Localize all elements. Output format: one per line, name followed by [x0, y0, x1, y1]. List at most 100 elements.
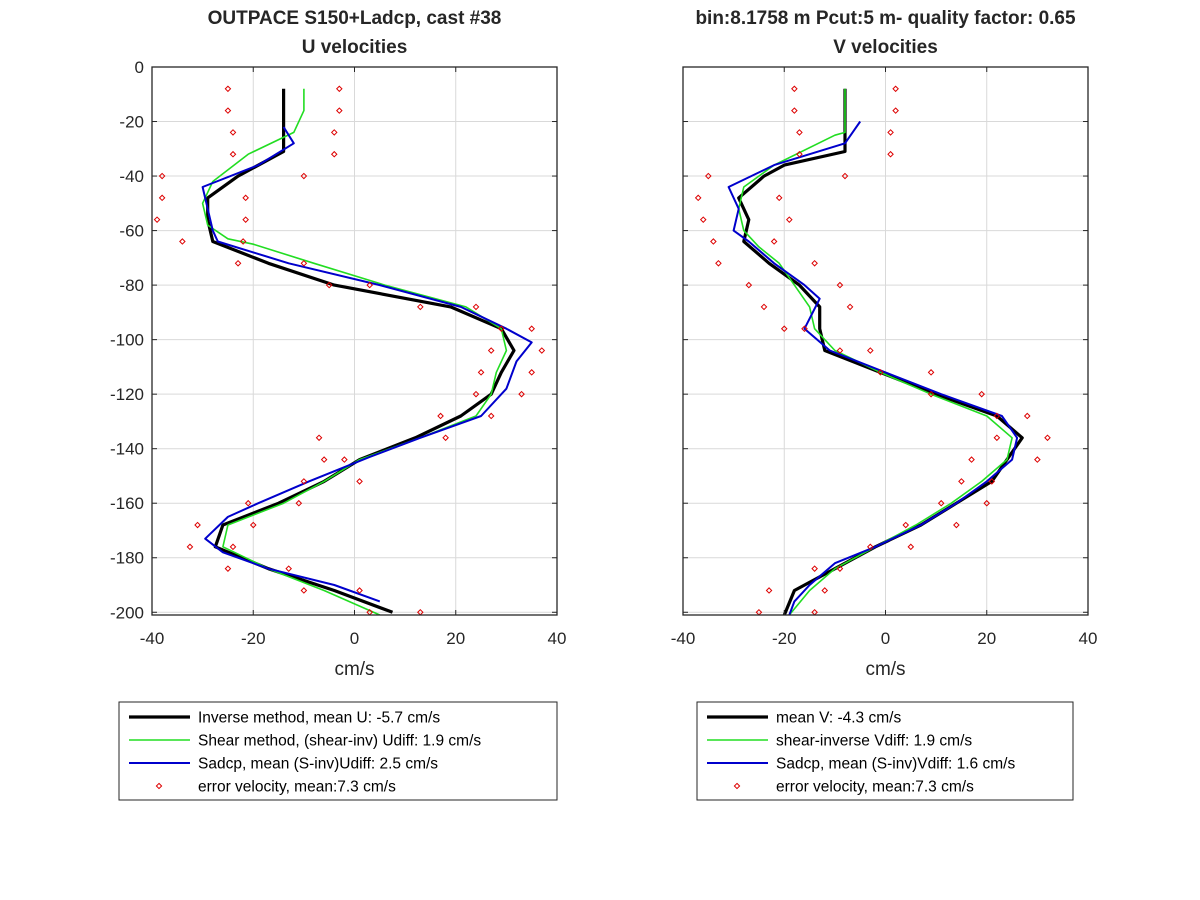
- error-velocity-marker: [179, 238, 186, 245]
- chart-subtitle: U velocities: [302, 37, 408, 58]
- error-velocity-marker: [341, 456, 348, 463]
- legend-entry-label: Inverse method, mean U: -5.7 cm/s: [198, 710, 440, 727]
- error-velocity-marker: [224, 85, 232, 93]
- error-velocity-marker: [887, 150, 894, 158]
- x-tick-label: 40: [548, 629, 567, 648]
- error-velocity-marker: [472, 390, 480, 398]
- error-velocity-marker: [978, 390, 985, 398]
- error-velocity-marker: [791, 85, 798, 93]
- series-line-2: [737, 88, 1013, 615]
- y-tick-label: -160: [110, 494, 144, 513]
- x-tick-label: -40: [671, 629, 696, 648]
- legend-swatch-marker: [733, 782, 741, 790]
- series-line-3: [201, 126, 533, 603]
- error-velocity-marker: [234, 259, 242, 267]
- x-tick-label: -20: [241, 629, 266, 648]
- error-velocity-marker: [760, 303, 768, 311]
- error-velocity-marker: [988, 478, 996, 485]
- y-tick-label: -140: [110, 440, 144, 459]
- series-line-3: [727, 120, 1019, 615]
- error-velocity-marker: [336, 85, 343, 93]
- error-velocity-marker: [836, 565, 844, 572]
- error-velocity-marker: [285, 565, 292, 572]
- y-tick-label: -120: [110, 385, 144, 404]
- error-velocity-marker: [836, 347, 844, 354]
- error-velocity-marker: [705, 172, 712, 180]
- x-axis-label: cm/s: [865, 659, 905, 680]
- error-velocity-marker: [356, 587, 363, 594]
- error-velocity-marker: [300, 587, 308, 594]
- error-velocity-marker: [877, 369, 884, 376]
- error-velocity-marker: [937, 499, 945, 507]
- legend-entry-label: mean V: -4.3 cm/s: [776, 710, 901, 727]
- error-velocity-marker: [366, 281, 373, 289]
- error-velocity-marker: [315, 434, 323, 442]
- chart-title: bin:8.1758 m Pcut:5 m- quality factor: 0…: [695, 8, 1076, 29]
- legend-entry-label: error velocity, mean:7.3 cm/s: [198, 779, 396, 796]
- chart-title: OUTPACE S150+Ladcp, cast #38: [208, 8, 502, 29]
- error-velocity-marker: [153, 216, 161, 223]
- error-velocity-marker: [244, 499, 252, 507]
- x-tick-label: -20: [772, 629, 797, 648]
- error-velocity-marker: [902, 521, 910, 529]
- error-velocity-marker: [229, 150, 237, 158]
- error-velocity-marker: [836, 281, 844, 289]
- error-velocity-marker: [158, 172, 166, 180]
- legend-entry-label: shear-inverse Vdiff: 1.9 cm/s: [776, 733, 972, 750]
- error-velocity-marker: [821, 587, 829, 594]
- error-velocity-marker: [780, 325, 788, 333]
- error-velocity-marker: [300, 478, 308, 485]
- error-velocity-marker: [472, 303, 480, 311]
- x-axis-label: cm/s: [334, 659, 374, 680]
- error-velocity-marker: [325, 281, 333, 289]
- error-velocity-marker: [775, 194, 783, 202]
- error-velocity-marker: [528, 325, 535, 333]
- x-tick-label: 0: [350, 629, 359, 648]
- error-velocity-marker: [242, 216, 249, 223]
- error-velocity-marker: [336, 107, 343, 114]
- error-velocity-marker: [224, 107, 232, 114]
- error-velocity-marker: [958, 478, 965, 485]
- error-velocity-marker: [538, 347, 546, 354]
- chart-subtitle: V velocities: [833, 37, 938, 58]
- error-velocity-marker: [229, 129, 237, 136]
- x-tick-label: 40: [1079, 629, 1098, 648]
- error-velocity-marker: [710, 238, 717, 245]
- error-velocity-marker: [158, 194, 166, 202]
- error-velocity-marker: [186, 543, 194, 551]
- x-tick-label: 20: [446, 629, 465, 648]
- error-velocity-marker: [927, 390, 935, 398]
- error-velocity-marker: [1044, 434, 1051, 442]
- data-layer: [694, 85, 1051, 615]
- error-velocity-marker: [867, 543, 874, 551]
- error-velocity-marker: [993, 434, 1001, 442]
- error-velocity-marker: [330, 150, 338, 158]
- error-velocity-marker: [498, 325, 505, 333]
- error-velocity-marker: [770, 238, 778, 245]
- error-velocity-marker: [694, 194, 702, 202]
- error-velocity-marker: [811, 565, 818, 572]
- error-velocity-marker: [765, 587, 773, 594]
- error-velocity-marker: [518, 390, 525, 398]
- error-velocity-marker: [477, 369, 485, 376]
- panel-2: -40 -20 0 20 40 bin:8.1758 m Pcut:5 m- qualit…: [671, 8, 1098, 680]
- y-tick-label: -20: [119, 113, 144, 132]
- error-velocity-marker: [242, 194, 249, 202]
- error-velocity-marker: [801, 325, 808, 333]
- error-velocity-marker: [953, 521, 960, 529]
- legend-box: [118, 701, 558, 801]
- panel-1: -40 -20 0 20 400-20-40-60-80-100-120-140-160…: [110, 8, 566, 680]
- error-velocity-marker: [968, 456, 975, 463]
- error-velocity-marker: [442, 434, 449, 442]
- error-velocity-marker: [239, 238, 247, 245]
- error-velocity-marker: [487, 412, 495, 420]
- legend-2: mean V: -4.3 cm/s shear-inverse Vdiff: 1.…: [696, 701, 1074, 801]
- error-velocity-marker: [295, 499, 303, 507]
- error-velocity-marker: [993, 412, 1001, 420]
- y-tick-label: -200: [110, 603, 144, 622]
- error-velocity-marker: [320, 456, 328, 463]
- error-velocity-marker: [1023, 412, 1031, 420]
- x-tick-label: 20: [977, 629, 996, 648]
- series-line-1: [206, 88, 516, 614]
- y-tick-label: -80: [119, 276, 144, 295]
